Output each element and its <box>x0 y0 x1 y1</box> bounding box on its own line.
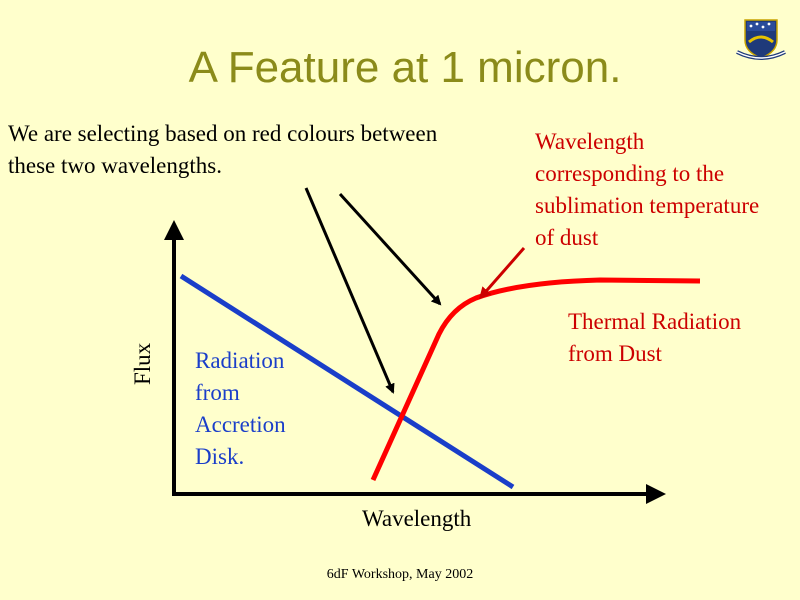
x-axis-label: Wavelength <box>362 506 472 531</box>
dust-radiation-label: Thermal Radiation from Dust <box>568 309 742 366</box>
selection-note: We are selecting based on red colours be… <box>8 121 438 178</box>
selection-arrow-left <box>304 187 395 394</box>
footer: 6dF Workshop, May 2002 <box>326 567 474 582</box>
y-axis-arrowhead <box>164 220 184 240</box>
y-axis-label: Flux <box>130 342 155 385</box>
sublimation-arrow <box>479 247 526 300</box>
slide-title: A Feature at 1 micron. <box>188 43 622 92</box>
selection-arrow-right <box>338 192 442 306</box>
university-crest-icon <box>736 19 786 60</box>
disk-radiation-curve <box>179 273 515 490</box>
sublimation-note: Wavelength corresponding to the sublimat… <box>535 129 760 250</box>
disk-radiation-label: Radiation from Accretion Disk. <box>195 348 286 469</box>
x-axis-arrowhead <box>646 484 666 504</box>
